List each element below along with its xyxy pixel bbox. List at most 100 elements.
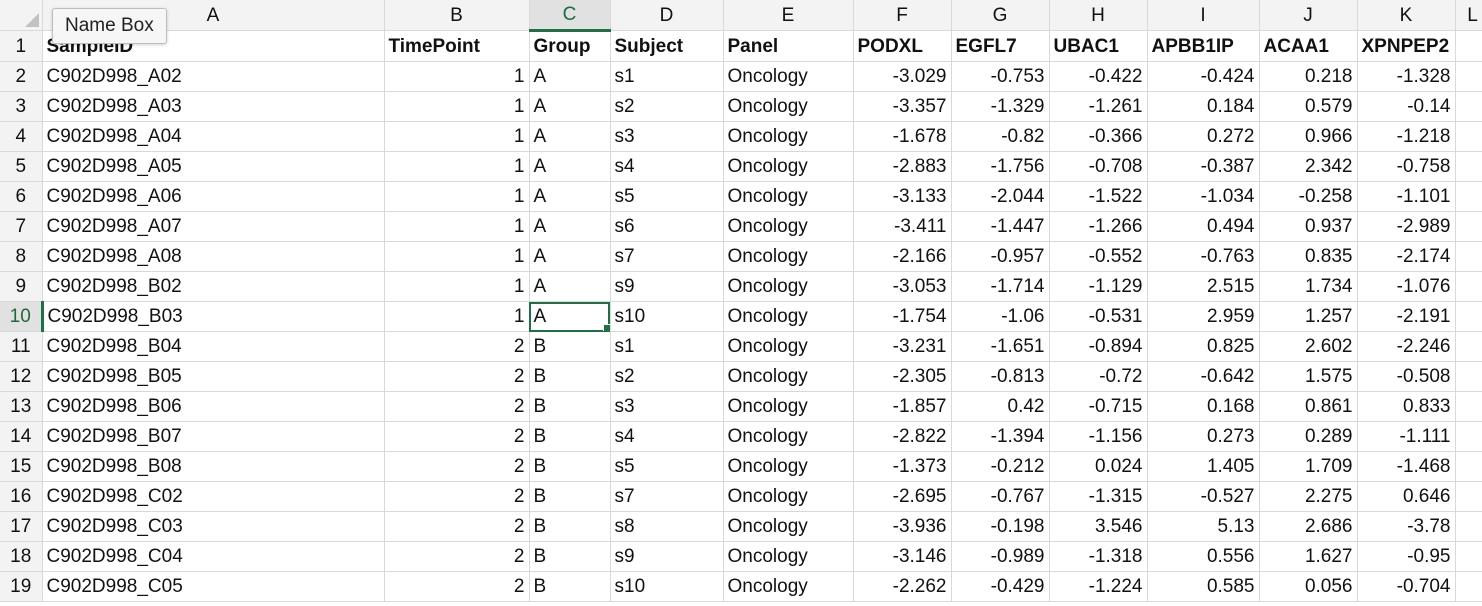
- cell-g11[interactable]: -1.651: [951, 331, 1050, 362]
- cell-h8[interactable]: -0.552: [1049, 241, 1148, 272]
- cell-l11[interactable]: [1455, 331, 1482, 362]
- cell-h2[interactable]: -0.422: [1049, 61, 1148, 92]
- cell-b11[interactable]: 2: [384, 331, 530, 362]
- cell-c16[interactable]: B: [529, 481, 611, 512]
- cell-d15[interactable]: s5: [610, 451, 724, 482]
- row-header[interactable]: 2: [0, 61, 43, 92]
- row-header[interactable]: 10: [0, 301, 44, 332]
- cell-l19[interactable]: [1455, 571, 1482, 602]
- cell-i14[interactable]: 0.273: [1147, 421, 1260, 452]
- cell-j6[interactable]: -0.258: [1259, 181, 1358, 212]
- cell-h15[interactable]: 0.024: [1049, 451, 1148, 482]
- row-header[interactable]: 13: [0, 391, 43, 422]
- cell-g12[interactable]: -0.813: [951, 361, 1050, 392]
- cell-k7[interactable]: -2.989: [1357, 211, 1456, 242]
- cell-b5[interactable]: 1: [384, 151, 530, 182]
- cell-b6[interactable]: 1: [384, 181, 530, 212]
- cell-g8[interactable]: -0.957: [951, 241, 1050, 272]
- cell-d6[interactable]: s5: [610, 181, 724, 212]
- cell-h5[interactable]: -0.708: [1049, 151, 1148, 182]
- column-header-c[interactable]: C: [529, 0, 611, 32]
- cell-g19[interactable]: -0.429: [951, 571, 1050, 602]
- cell-j7[interactable]: 0.937: [1259, 211, 1358, 242]
- cell-d4[interactable]: s3: [610, 121, 724, 152]
- cell-g9[interactable]: -1.714: [951, 271, 1050, 302]
- cell-e3[interactable]: Oncology: [723, 91, 854, 122]
- column-header-f[interactable]: F: [853, 0, 952, 31]
- cell-f16[interactable]: -2.695: [853, 481, 952, 512]
- cell-j13[interactable]: 0.861: [1259, 391, 1358, 422]
- cell-j3[interactable]: 0.579: [1259, 91, 1358, 122]
- cell-h14[interactable]: -1.156: [1049, 421, 1148, 452]
- cell-f19[interactable]: -2.262: [853, 571, 952, 602]
- cell-d8[interactable]: s7: [610, 241, 724, 272]
- cell-i6[interactable]: -1.034: [1147, 181, 1260, 212]
- cell-e13[interactable]: Oncology: [723, 391, 854, 422]
- cell-c10[interactable]: A: [529, 301, 611, 332]
- row-header[interactable]: 11: [0, 331, 43, 362]
- cell-a7[interactable]: C902D998_A07: [42, 211, 385, 242]
- cell-i16[interactable]: -0.527: [1147, 481, 1260, 512]
- cell-j5[interactable]: 2.342: [1259, 151, 1358, 182]
- cell-c17[interactable]: B: [529, 511, 611, 542]
- cell-g15[interactable]: -0.212: [951, 451, 1050, 482]
- cell-a18[interactable]: C902D998_C04: [42, 541, 385, 572]
- cell-f17[interactable]: -3.936: [853, 511, 952, 542]
- cell-l5[interactable]: [1455, 151, 1482, 182]
- cell-f1[interactable]: PODXL: [853, 30, 952, 62]
- cell-j15[interactable]: 1.709: [1259, 451, 1358, 482]
- cell-a12[interactable]: C902D998_B05: [42, 361, 385, 392]
- cell-d18[interactable]: s9: [610, 541, 724, 572]
- cell-a15[interactable]: C902D998_B08: [42, 451, 385, 482]
- cell-g2[interactable]: -0.753: [951, 61, 1050, 92]
- cell-l16[interactable]: [1455, 481, 1482, 512]
- column-header-l[interactable]: L: [1455, 0, 1482, 31]
- row-header[interactable]: 7: [0, 211, 43, 242]
- cell-d11[interactable]: s1: [610, 331, 724, 362]
- row-header[interactable]: 3: [0, 91, 43, 122]
- cell-e2[interactable]: Oncology: [723, 61, 854, 92]
- cell-i11[interactable]: 0.825: [1147, 331, 1260, 362]
- cell-b16[interactable]: 2: [384, 481, 530, 512]
- cell-b8[interactable]: 1: [384, 241, 530, 272]
- cell-b15[interactable]: 2: [384, 451, 530, 482]
- cell-f3[interactable]: -3.357: [853, 91, 952, 122]
- cell-l12[interactable]: [1455, 361, 1482, 392]
- cell-j9[interactable]: 1.734: [1259, 271, 1358, 302]
- cell-e10[interactable]: Oncology: [723, 301, 854, 332]
- cell-j14[interactable]: 0.289: [1259, 421, 1358, 452]
- cell-e11[interactable]: Oncology: [723, 331, 854, 362]
- cell-b17[interactable]: 2: [384, 511, 530, 542]
- cell-a2[interactable]: C902D998_A02: [42, 61, 385, 92]
- cell-a16[interactable]: C902D998_C02: [42, 481, 385, 512]
- cell-d5[interactable]: s4: [610, 151, 724, 182]
- cell-i18[interactable]: 0.556: [1147, 541, 1260, 572]
- cell-b13[interactable]: 2: [384, 391, 530, 422]
- cell-h12[interactable]: -0.72: [1049, 361, 1148, 392]
- cell-j19[interactable]: 0.056: [1259, 571, 1358, 602]
- cell-a3[interactable]: C902D998_A03: [42, 91, 385, 122]
- cell-i9[interactable]: 2.515: [1147, 271, 1260, 302]
- cell-e5[interactable]: Oncology: [723, 151, 854, 182]
- cell-i1[interactable]: APBB1IP: [1147, 30, 1260, 62]
- cell-k18[interactable]: -0.95: [1357, 541, 1456, 572]
- cell-k9[interactable]: -1.076: [1357, 271, 1456, 302]
- cell-c3[interactable]: A: [529, 91, 611, 122]
- cell-d2[interactable]: s1: [610, 61, 724, 92]
- row-header[interactable]: 12: [0, 361, 43, 392]
- cell-e18[interactable]: Oncology: [723, 541, 854, 572]
- cell-b1[interactable]: TimePoint: [384, 30, 530, 62]
- column-header-g[interactable]: G: [951, 0, 1050, 31]
- cell-k14[interactable]: -1.111: [1357, 421, 1456, 452]
- cell-j2[interactable]: 0.218: [1259, 61, 1358, 92]
- cell-f8[interactable]: -2.166: [853, 241, 952, 272]
- cell-j8[interactable]: 0.835: [1259, 241, 1358, 272]
- column-header-h[interactable]: H: [1049, 0, 1148, 31]
- cell-l13[interactable]: [1455, 391, 1482, 422]
- cell-h1[interactable]: UBAC1: [1049, 30, 1148, 62]
- cell-f15[interactable]: -1.373: [853, 451, 952, 482]
- cell-b14[interactable]: 2: [384, 421, 530, 452]
- cell-c19[interactable]: B: [529, 571, 611, 602]
- cell-e16[interactable]: Oncology: [723, 481, 854, 512]
- cell-f13[interactable]: -1.857: [853, 391, 952, 422]
